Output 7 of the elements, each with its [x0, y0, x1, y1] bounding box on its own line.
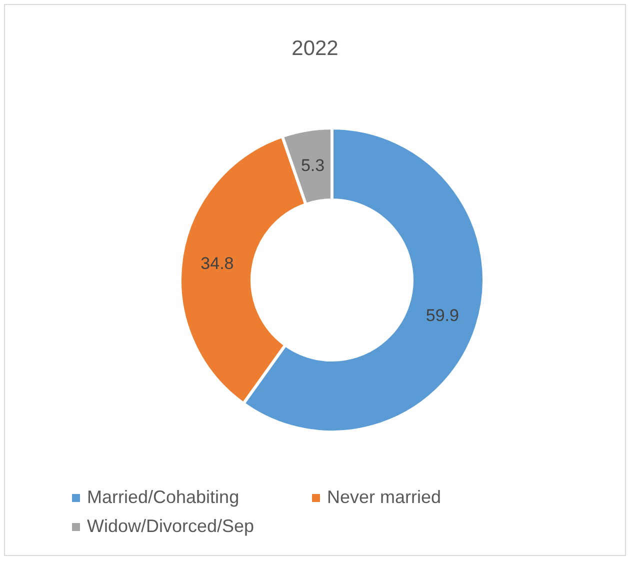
legend-label: Married/Cohabiting [87, 487, 240, 508]
legend-label: Widow/Divorced/Sep [87, 516, 254, 537]
data-label: 34.8 [200, 254, 234, 273]
data-label: 59.9 [426, 306, 459, 325]
chart-title: 2022 [290, 37, 340, 61]
legend-label: Never married [327, 487, 442, 508]
data-label: 5.3 [300, 156, 325, 176]
